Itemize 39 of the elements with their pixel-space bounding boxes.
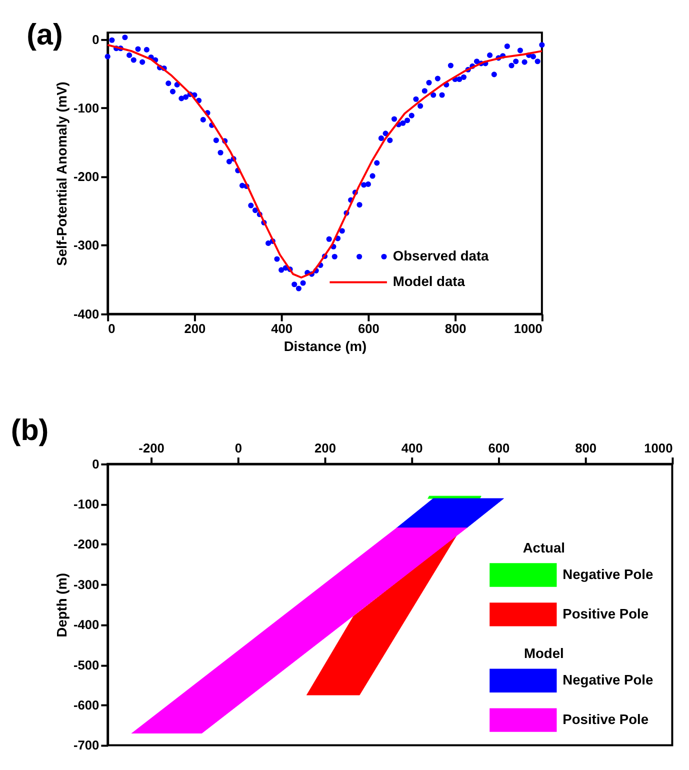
- legend-label: Positive Pole: [562, 711, 649, 728]
- y-tick-label: 0: [92, 32, 100, 47]
- annotation: Model: [524, 644, 564, 661]
- y-tick-label: 0: [92, 456, 100, 472]
- legend-label: Model data: [392, 273, 466, 290]
- y-tick-label: -100: [74, 496, 100, 512]
- x-tick-label: 1000: [514, 321, 542, 336]
- legend-label: Observed data: [392, 248, 490, 264]
- chart-title: (b): [10, 414, 49, 448]
- y-tick-label: -200: [74, 169, 100, 184]
- y-tick-label: -400: [74, 306, 100, 322]
- x-tick-label: 400: [271, 321, 293, 336]
- x-tick-label: 0: [108, 321, 116, 336]
- annotation: Actual: [522, 539, 565, 556]
- y-tick-label: -300: [74, 576, 100, 592]
- x-tick-label: 800: [575, 440, 597, 456]
- y-tick-label: -500: [74, 657, 100, 672]
- y-axis-title: Depth (m): [54, 572, 70, 638]
- x-tick-label: 400: [401, 440, 423, 456]
- y-axis-title: Self-Potential Anomaly (mV): [54, 82, 70, 266]
- x-tick-label: 1000: [644, 440, 673, 456]
- y-tick-label: -400: [74, 617, 100, 632]
- x-tick-label: 0: [234, 440, 242, 456]
- x-tick-label: -200: [138, 440, 164, 456]
- y-tick-label: -600: [74, 698, 100, 712]
- legend-label: Negative Pole: [562, 566, 654, 582]
- chart-title: (a): [26, 18, 63, 52]
- x-tick-label: 200: [184, 321, 206, 336]
- y-tick-label: -300: [74, 238, 100, 253]
- x-tick-label: 800: [444, 321, 466, 336]
- legend-label: Positive Pole: [562, 605, 649, 622]
- x-tick-label: 600: [488, 440, 510, 456]
- y-tick-label: -100: [74, 100, 100, 116]
- x-tick-label: 600: [358, 321, 380, 336]
- x-axis-title: Distance (m): [284, 338, 367, 354]
- legend-label: Negative Pole: [562, 672, 654, 688]
- x-tick-label: 200: [314, 440, 336, 456]
- y-tick-label: -200: [74, 536, 100, 552]
- y-tick-label: -700: [74, 738, 100, 753]
